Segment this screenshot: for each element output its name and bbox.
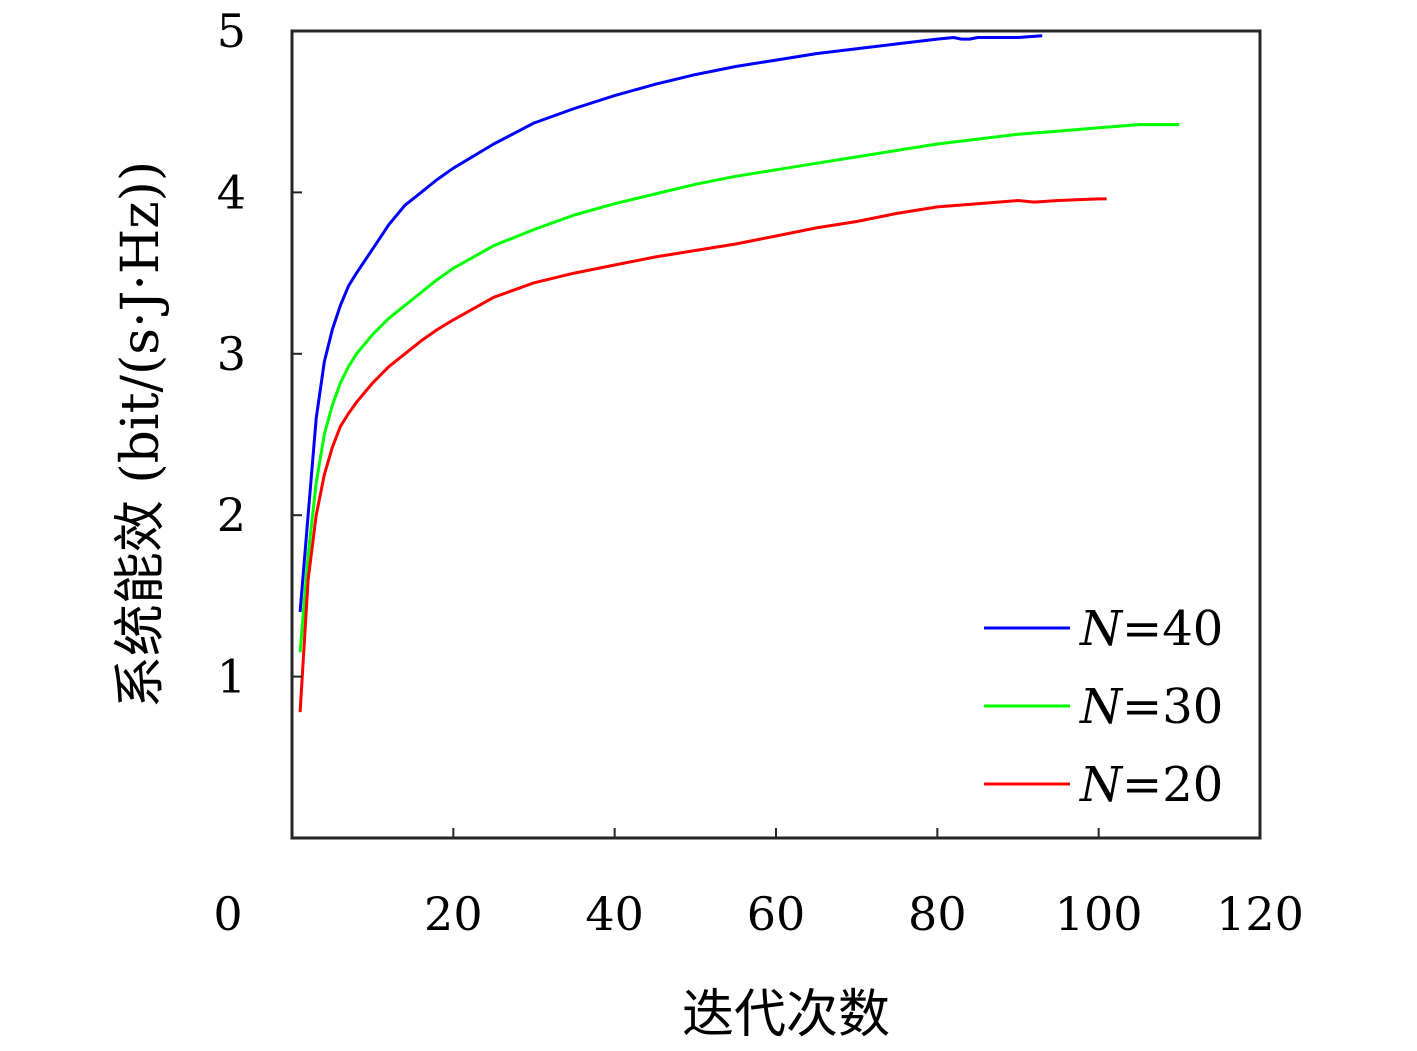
y-tick-label: 4	[217, 165, 246, 219]
x-tick-label: 100	[1055, 887, 1143, 941]
series-line-1	[298, 34, 1043, 613]
y-tick-label: 3	[217, 327, 246, 381]
x-tick-label: 80	[908, 887, 967, 941]
series-line-2	[298, 123, 1180, 653]
legend-label-3: N=20	[1079, 757, 1223, 813]
y-tick-label: 5	[217, 4, 246, 58]
legend: N=40 N=30 N=20	[984, 601, 1223, 813]
x-tick-label: 120	[1216, 887, 1304, 941]
x-tick-label: 60	[747, 887, 806, 941]
x-axis-title: 迭代次数	[682, 985, 890, 1045]
legend-label-2: N=30	[1079, 679, 1223, 735]
x-tick-label: 20	[424, 887, 483, 941]
y-tick-label: 2	[217, 488, 246, 542]
x-tick-label: 40	[585, 887, 644, 941]
y-tick-label: 1	[217, 650, 246, 704]
legend-label-1: N=40	[1079, 601, 1223, 657]
plot-area	[298, 34, 1180, 713]
x-tick-label: 0	[213, 887, 242, 941]
axes: 0 20 40 60 80 100 120 1 2 3 4 5	[213, 4, 1304, 941]
y-axis-title: 系统能效 (bit/(s·J·Hz))	[111, 161, 171, 708]
series-line-3	[298, 197, 1107, 713]
